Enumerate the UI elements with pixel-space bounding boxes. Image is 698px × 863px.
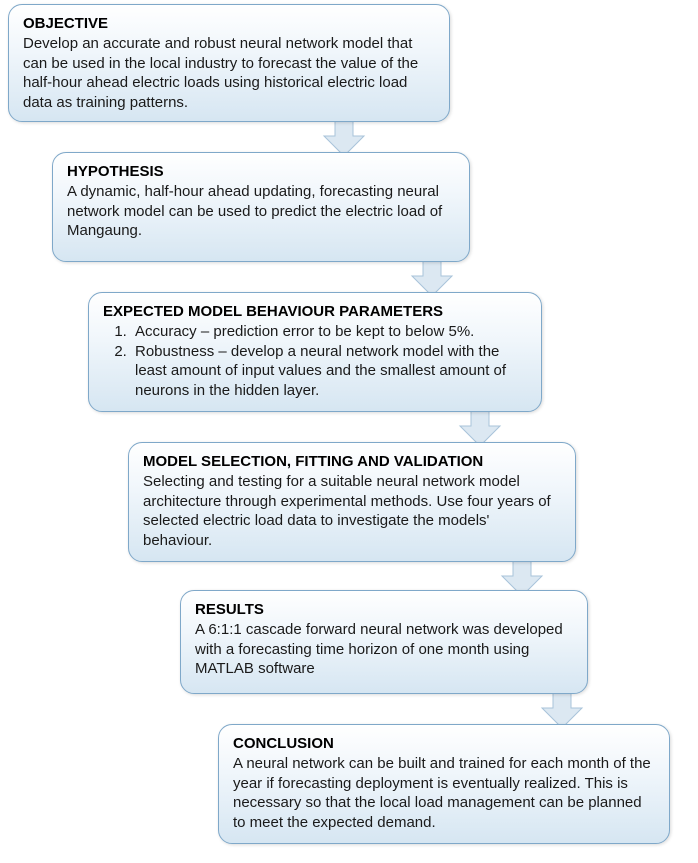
body-expected: Accuracy – prediction error to be kept t… [103,322,527,400]
box-conclusion: CONCLUSION A neural network can be built… [218,724,670,844]
title-results: RESULTS [195,601,573,618]
title-hypothesis: HYPOTHESIS [67,163,455,180]
expected-item-1: Accuracy – prediction error to be kept t… [131,322,527,342]
box-expected: EXPECTED MODEL BEHAVIOUR PARAMETERS Accu… [88,292,542,412]
body-results: A 6:1:1 cascade forward neural network w… [195,620,573,679]
box-hypothesis: HYPOTHESIS A dynamic, half-hour ahead up… [52,152,470,262]
title-expected: EXPECTED MODEL BEHAVIOUR PARAMETERS [103,303,527,320]
title-model: MODEL SELECTION, FITTING AND VALIDATION [143,453,561,470]
body-model: Selecting and testing for a suitable neu… [143,472,561,550]
box-objective: OBJECTIVE Develop an accurate and robust… [8,4,450,122]
box-results: RESULTS A 6:1:1 cascade forward neural n… [180,590,588,694]
body-objective: Develop an accurate and robust neural ne… [23,34,435,112]
body-conclusion: A neural network can be built and traine… [233,754,655,832]
title-objective: OBJECTIVE [23,15,435,32]
box-model: MODEL SELECTION, FITTING AND VALIDATION … [128,442,576,562]
expected-item-2: Robustness – develop a neural network mo… [131,342,527,401]
title-conclusion: CONCLUSION [233,735,655,752]
body-hypothesis: A dynamic, half-hour ahead updating, for… [67,182,455,241]
